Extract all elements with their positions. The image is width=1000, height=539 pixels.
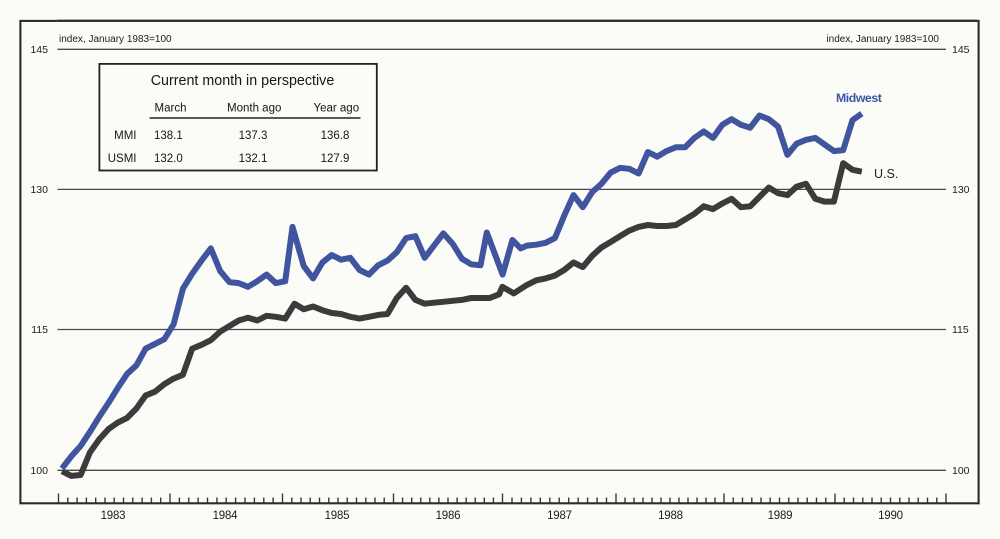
svg-text:1984: 1984 <box>213 510 239 522</box>
svg-text:130: 130 <box>30 184 48 196</box>
svg-text:1987: 1987 <box>547 510 572 522</box>
svg-text:136.8: 136.8 <box>321 130 350 142</box>
svg-text:100: 100 <box>30 465 48 477</box>
svg-text:March: March <box>155 103 187 115</box>
svg-text:index, January 1983=100: index, January 1983=100 <box>826 34 939 45</box>
svg-text:1986: 1986 <box>436 510 461 522</box>
svg-text:132.0: 132.0 <box>154 153 183 165</box>
svg-text:130: 130 <box>952 184 970 196</box>
svg-text:1985: 1985 <box>325 510 350 522</box>
svg-text:1990: 1990 <box>878 510 903 522</box>
svg-text:132.1: 132.1 <box>239 153 268 165</box>
svg-text:1988: 1988 <box>658 510 683 522</box>
svg-text:index, January 1983=100: index, January 1983=100 <box>59 34 172 45</box>
svg-text:145: 145 <box>30 44 48 56</box>
svg-text:115: 115 <box>952 324 969 336</box>
svg-text:100: 100 <box>952 465 970 477</box>
svg-text:1983: 1983 <box>101 510 126 522</box>
svg-text:MMI: MMI <box>114 130 136 142</box>
svg-text:USMI: USMI <box>108 153 137 165</box>
svg-text:127.9: 127.9 <box>321 153 350 165</box>
svg-text:145: 145 <box>952 44 970 56</box>
svg-text:Month ago: Month ago <box>227 103 281 115</box>
svg-text:138.1: 138.1 <box>154 130 183 142</box>
svg-text:U.S.: U.S. <box>874 167 898 181</box>
svg-text:1989: 1989 <box>768 510 793 522</box>
svg-text:115: 115 <box>31 324 48 336</box>
svg-text:Midwest: Midwest <box>836 91 882 105</box>
svg-text:Current month in perspective: Current month in perspective <box>151 73 335 89</box>
svg-text:137.3: 137.3 <box>239 130 268 142</box>
svg-text:Year ago: Year ago <box>313 103 359 115</box>
